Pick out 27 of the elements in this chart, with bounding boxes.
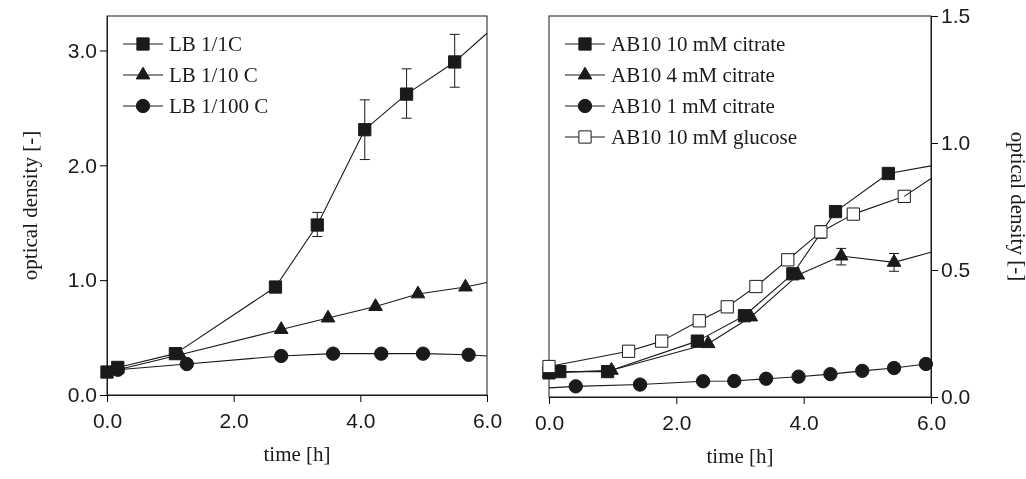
x-axis-title: time [h] — [263, 442, 331, 466]
x-tick-label: 4.0 — [346, 409, 376, 433]
legend-label: LB 1/10 C — [169, 63, 258, 88]
legend-label: AB10 10 mM citrate — [611, 32, 786, 57]
y-tick-label: 0.0 — [67, 383, 97, 407]
x-tick-label: 6.0 — [916, 411, 947, 435]
y-tick-label: 3.0 — [67, 38, 97, 62]
y-tick-label: 2.0 — [67, 153, 97, 177]
x-tick-label: 2.0 — [662, 411, 692, 435]
y2-tick-label: 0.5 — [941, 258, 971, 282]
x-tick-label: 0.0 — [534, 411, 565, 435]
x-axis-title: time [h] — [706, 444, 774, 468]
y-tick-label: 1.0 — [67, 268, 97, 292]
legend-label: AB10 1 mM citrate — [611, 94, 775, 119]
x-tick-label: 4.0 — [789, 411, 819, 435]
x-tick-label: 6.0 — [472, 409, 503, 433]
y2-tick-label: 1.5 — [941, 4, 971, 28]
y2-tick-label: 0.0 — [941, 385, 971, 409]
y-axis-title: optical density [-] — [18, 130, 42, 281]
legend-label: AB10 10 mM glucose — [611, 125, 798, 150]
legend-label: AB10 4 mM citrate — [611, 63, 775, 88]
y2-tick-label: 1.0 — [941, 131, 971, 155]
legend-label: LB 1/1C — [169, 32, 242, 57]
y2-axis-title: optical density [-] — [1006, 131, 1026, 282]
x-tick-label: 2.0 — [219, 409, 249, 433]
legend-label: LB 1/100 C — [169, 94, 269, 119]
x-tick-label: 0.0 — [92, 409, 123, 433]
